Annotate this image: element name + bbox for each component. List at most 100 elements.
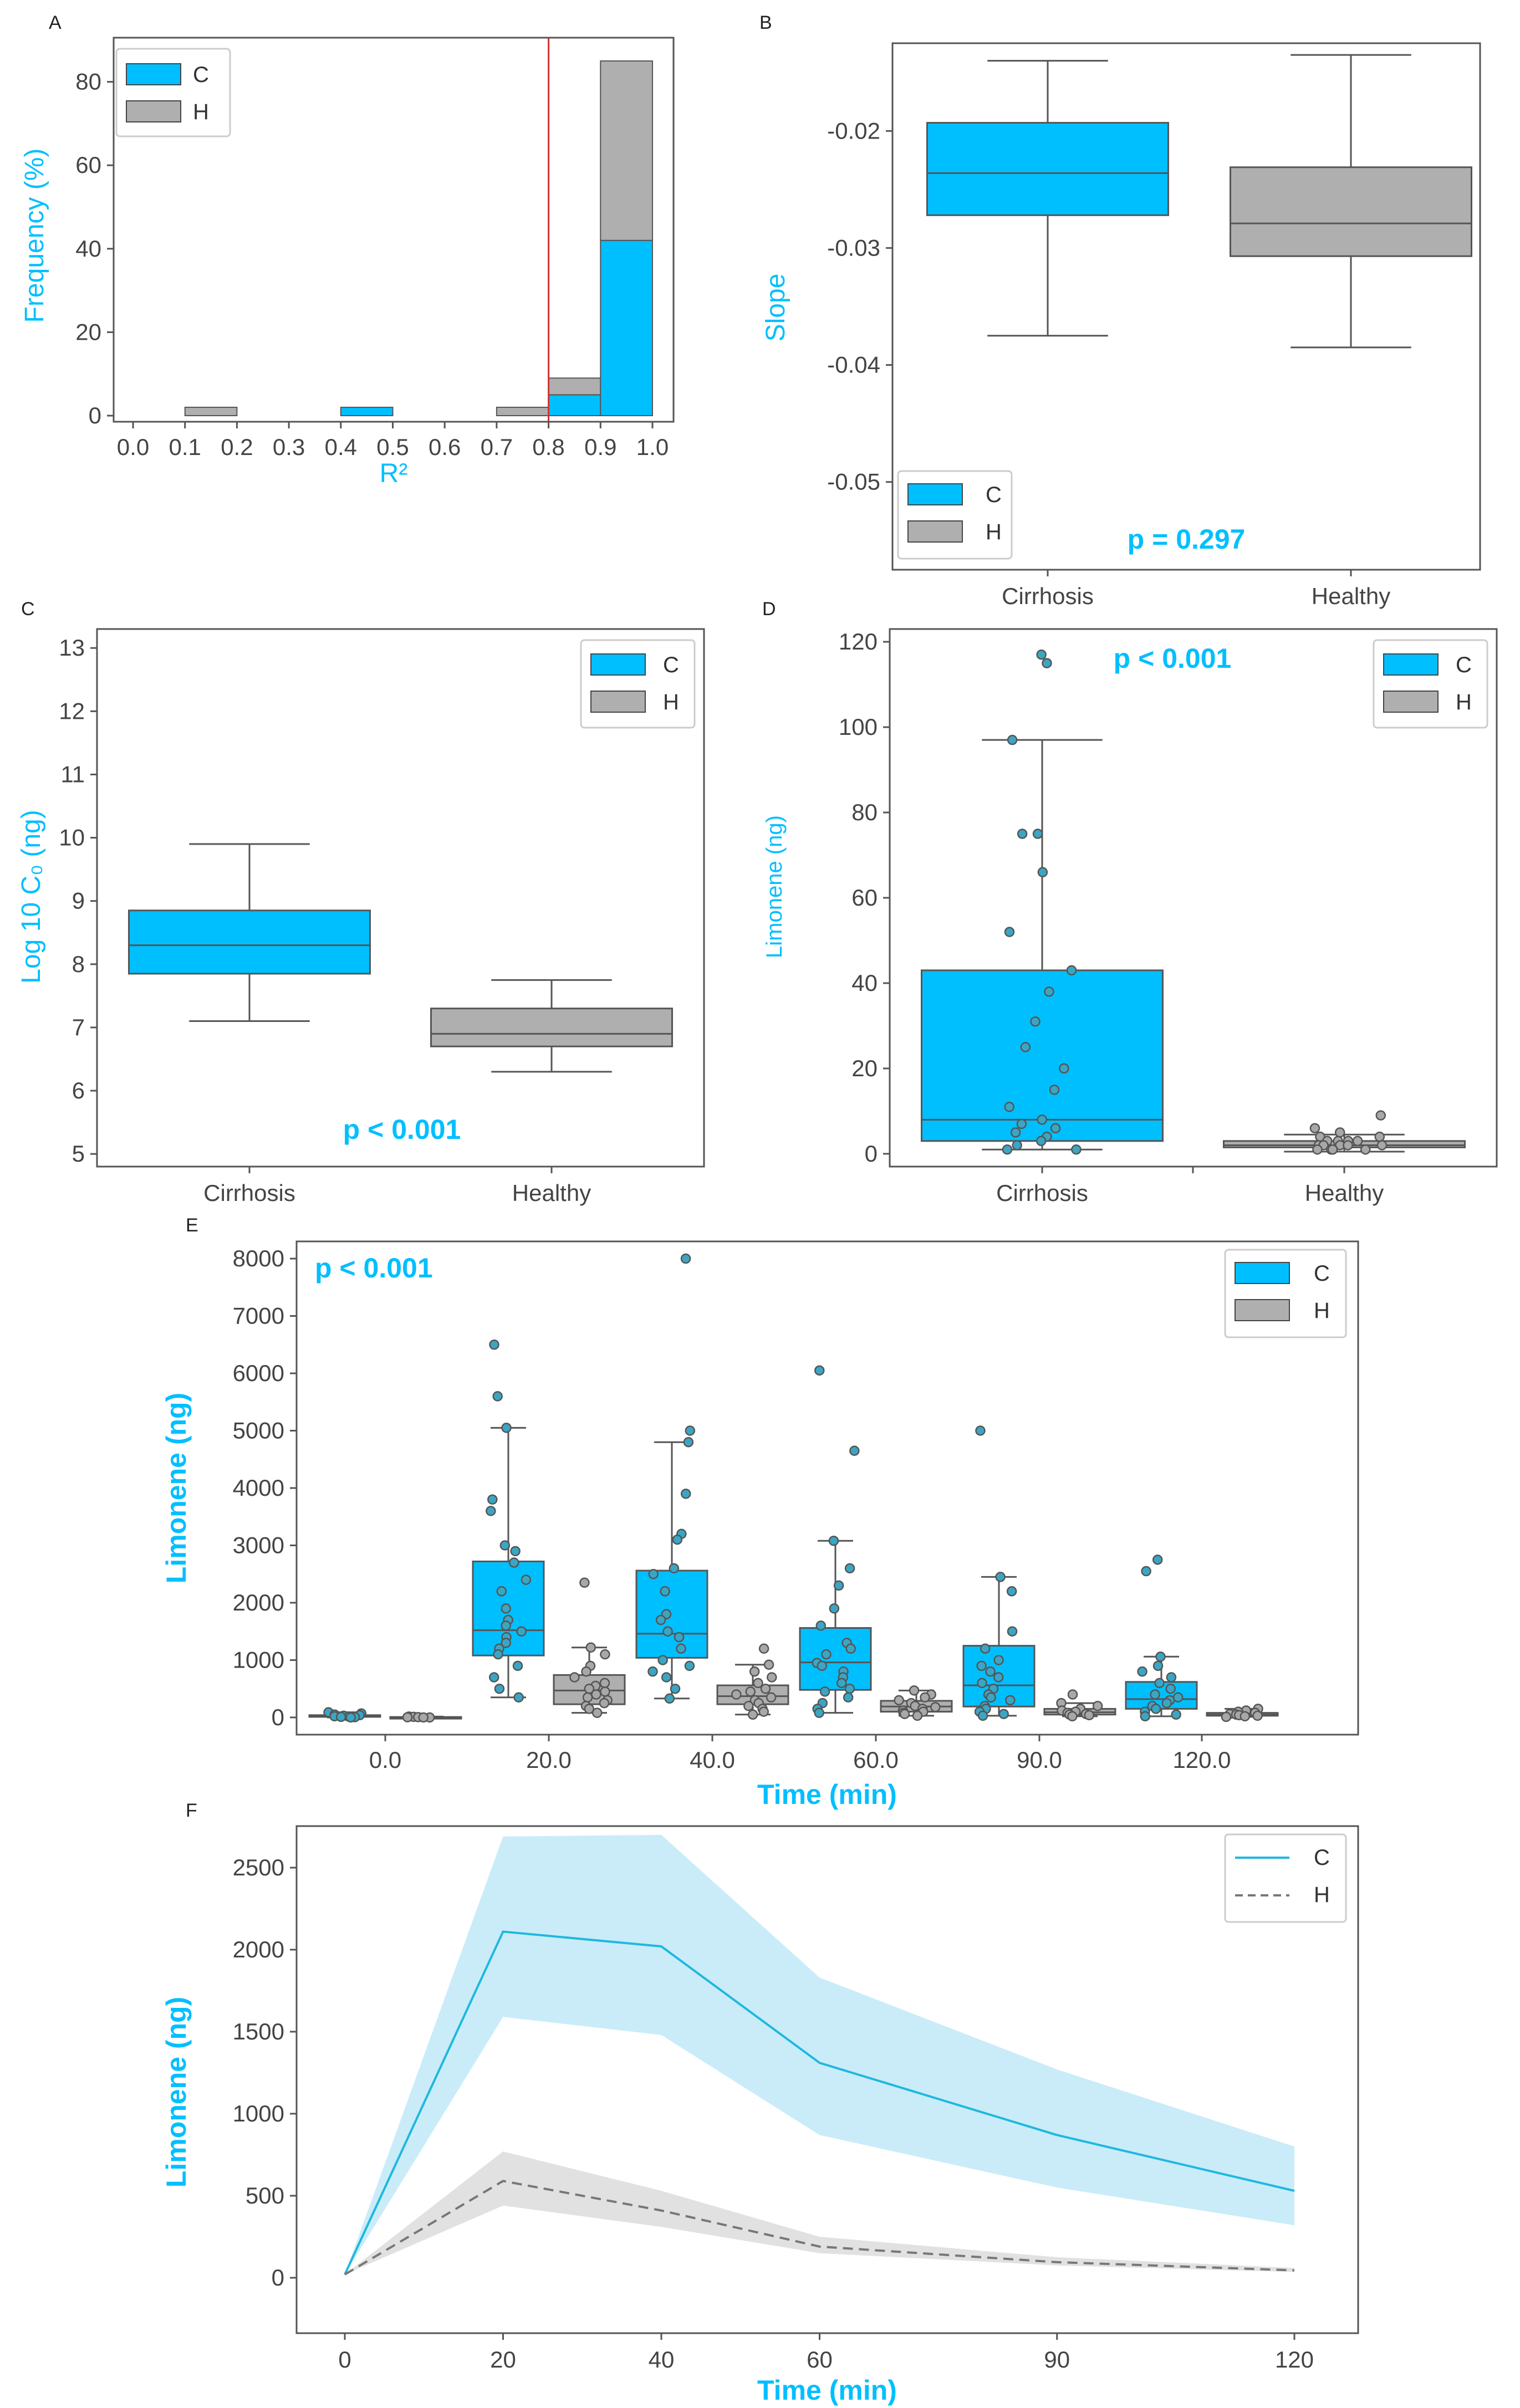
panel-e-c-point bbox=[998, 1709, 1009, 1719]
panel-b-plot: Cirrhosis Healthy -0.05 -0.04 -0.03 -0.02 bbox=[827, 54, 1472, 609]
panel-f-x-tick-label: 120 bbox=[1275, 2346, 1314, 2373]
panel-e-c-point bbox=[499, 1540, 511, 1551]
panel-a-x-tick-label: 0.8 bbox=[532, 434, 564, 460]
panel-d-y-tick-label: 80 bbox=[851, 799, 878, 825]
panel-e-h-point bbox=[581, 1666, 591, 1677]
panel-c-y-axis-title: Log 10 C₀ (ng) bbox=[17, 810, 46, 983]
panel-b-legend-swatch-c bbox=[907, 483, 963, 505]
panel-e-h-point bbox=[912, 1710, 923, 1721]
panel-e-h-point bbox=[599, 1678, 610, 1689]
panel-e-y-tick-label: 6000 bbox=[233, 1360, 284, 1386]
panel-b-x-tick-label: Cirrhosis bbox=[1002, 583, 1094, 609]
panel-e-legend: C H bbox=[1224, 1249, 1347, 1338]
panel-e-c-point bbox=[489, 1340, 499, 1350]
panel-c-plot: Cirrhosis Healthy 5 6 7 8 9 10 11 12 13 bbox=[59, 635, 673, 1206]
panel-e-c-point bbox=[1150, 1689, 1160, 1700]
panel-e-h-point bbox=[582, 1692, 593, 1703]
panel-d-cirrhosis-point bbox=[1017, 829, 1028, 839]
panel-b-cirrhosis-box bbox=[926, 122, 1169, 216]
panel-e-c-point bbox=[501, 1620, 511, 1631]
panel-f-y-axis-title: Limonene (ng) bbox=[161, 1997, 192, 2187]
panel-d-legend: C H bbox=[1373, 639, 1488, 729]
panel-d-y-tick-label: 40 bbox=[851, 970, 878, 996]
panel-a-y-axis-title: Frequency (%) bbox=[20, 149, 49, 323]
panel-e-h-point bbox=[585, 1642, 596, 1653]
panel-e-x-tick-label: 40.0 bbox=[690, 1747, 735, 1773]
panel-e-c-point bbox=[664, 1693, 675, 1704]
panel-e-h-point bbox=[579, 1577, 590, 1588]
panel-e-c-point bbox=[1006, 1586, 1017, 1597]
panel-e-c-point bbox=[1161, 1698, 1172, 1709]
panel-e-c-point bbox=[814, 1707, 824, 1718]
panel-c-y-tick-label: 5 bbox=[72, 1141, 85, 1167]
panel-e-c-point bbox=[501, 1638, 512, 1648]
panel-e-x-tick-label: 90.0 bbox=[1017, 1747, 1062, 1773]
panel-b-y-tick-label: -0.04 bbox=[827, 352, 880, 378]
panel-e-y-axis-title: Limonene (ng) bbox=[161, 1393, 192, 1583]
panel-e-c-point bbox=[648, 1568, 659, 1579]
panel-e-x-axis-title: Time (min) bbox=[757, 1779, 897, 1810]
panel-e-h-point bbox=[402, 1712, 413, 1722]
panel-e-x-tick-label: 0.0 bbox=[369, 1747, 401, 1773]
panel-e-c-point bbox=[836, 1678, 847, 1689]
panel-e-c-point bbox=[1140, 1711, 1151, 1722]
panel-a-x-tick-label: 0.4 bbox=[325, 434, 357, 460]
panel-a-legend-swatch-h bbox=[126, 100, 181, 122]
panel-d-p-value: p < 0.001 bbox=[1114, 643, 1232, 674]
panel-d-legend-label-h: H bbox=[1456, 690, 1472, 714]
panel-e-c-point bbox=[335, 1711, 346, 1722]
panel-a-x-tick-label: 0.9 bbox=[584, 434, 616, 460]
panel-e-c-point bbox=[1005, 1695, 1016, 1706]
panel-d-healthy-point bbox=[1334, 1127, 1345, 1138]
panel-e-c-point bbox=[817, 1660, 828, 1671]
panel-d-cirrhosis-point bbox=[1037, 867, 1048, 878]
panel-a-x-tick-label: 0.7 bbox=[481, 434, 513, 460]
panel-e-h-point bbox=[743, 1701, 754, 1711]
panel-f-y-tick-label: 2500 bbox=[233, 1854, 284, 1880]
panel-e-y-tick-label: 2000 bbox=[233, 1589, 284, 1615]
panel-e-legend-swatch-h bbox=[1235, 1299, 1290, 1321]
panel-e-c-point bbox=[833, 1580, 844, 1591]
panel-e-c-point bbox=[488, 1672, 499, 1683]
panel-d-healthy-point bbox=[1312, 1144, 1323, 1155]
panel-d-cirrhosis-point bbox=[1037, 1114, 1048, 1125]
panel-e-c-point bbox=[680, 1253, 691, 1264]
panel-c-y-tick-label: 9 bbox=[72, 888, 85, 914]
panel-e-h-point bbox=[1252, 1710, 1263, 1721]
panel-c-legend-swatch-h bbox=[590, 691, 646, 713]
panel-e-c-point bbox=[513, 1692, 524, 1703]
panel-e-h-point bbox=[909, 1685, 920, 1696]
panel-e-h-point bbox=[930, 1702, 941, 1712]
panel-a-x-tick-label: 0.6 bbox=[429, 434, 461, 460]
panel-a-x-tick-label: 0.1 bbox=[169, 434, 201, 460]
panel-e-h-point bbox=[753, 1678, 763, 1689]
panel-b-legend-label-h: H bbox=[986, 520, 1002, 544]
panel-e-c-60.0-box bbox=[799, 1627, 872, 1691]
panel-letter-a: A bbox=[49, 12, 62, 33]
panel-d-cirrhosis-point bbox=[1012, 1140, 1022, 1151]
panel-e-y-tick-label: 4000 bbox=[233, 1475, 284, 1501]
panel-e-h-point bbox=[1067, 1689, 1078, 1700]
panel-a-x-tick-label: 0.5 bbox=[376, 434, 409, 460]
panel-e-c-point bbox=[844, 1563, 855, 1574]
panel-e-frame bbox=[295, 1240, 1359, 1736]
panel-e-c-point bbox=[815, 1620, 827, 1631]
panel-d-legend-swatch-c bbox=[1383, 653, 1439, 676]
panel-e-c-point bbox=[674, 1632, 685, 1643]
panel-a-x-axis-title: R² bbox=[380, 459, 408, 488]
panel-b-y-tick-label: -0.03 bbox=[827, 234, 880, 260]
panel-d-legend-label-c: C bbox=[1456, 653, 1472, 677]
panel-e-c-point bbox=[684, 1660, 695, 1671]
panel-a-bar-c bbox=[340, 406, 394, 416]
panel-f-legend-box bbox=[1224, 1833, 1347, 1923]
panel-b: B Cirrhosis Healthy -0.05 -0.04 -0.03 -0.02 S… bbox=[759, 12, 1481, 609]
panel-d-cirrhosis-point bbox=[1042, 658, 1052, 668]
panel-f-x-tick-label: 40 bbox=[649, 2346, 675, 2373]
panel-d: D Cirrhosis Healthy 0 20 40 60 80 100 120 Limone… bbox=[762, 599, 1498, 1206]
panel-e-h-point bbox=[584, 1704, 595, 1714]
panel-b-legend-swatch-h bbox=[907, 520, 963, 543]
panel-e-c-point bbox=[496, 1586, 507, 1597]
panel-c-healthy-box bbox=[430, 1008, 673, 1047]
panel-d-cirrhosis-point bbox=[1036, 649, 1047, 660]
panel-e-c-point bbox=[993, 1672, 1004, 1683]
